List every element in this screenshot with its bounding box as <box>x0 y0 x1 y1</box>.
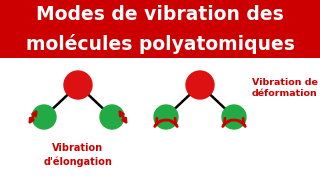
Text: Modes de vibration des: Modes de vibration des <box>36 4 284 24</box>
Circle shape <box>154 105 178 129</box>
Circle shape <box>32 105 56 129</box>
Circle shape <box>186 71 214 99</box>
Text: Vibration
d'élongation: Vibration d'élongation <box>44 143 112 167</box>
Text: Vibration de
déformation: Vibration de déformation <box>252 78 318 98</box>
Text: molécules polyatomiques: molécules polyatomiques <box>26 34 294 54</box>
Circle shape <box>64 71 92 99</box>
FancyBboxPatch shape <box>0 0 320 58</box>
Circle shape <box>222 105 246 129</box>
Circle shape <box>100 105 124 129</box>
